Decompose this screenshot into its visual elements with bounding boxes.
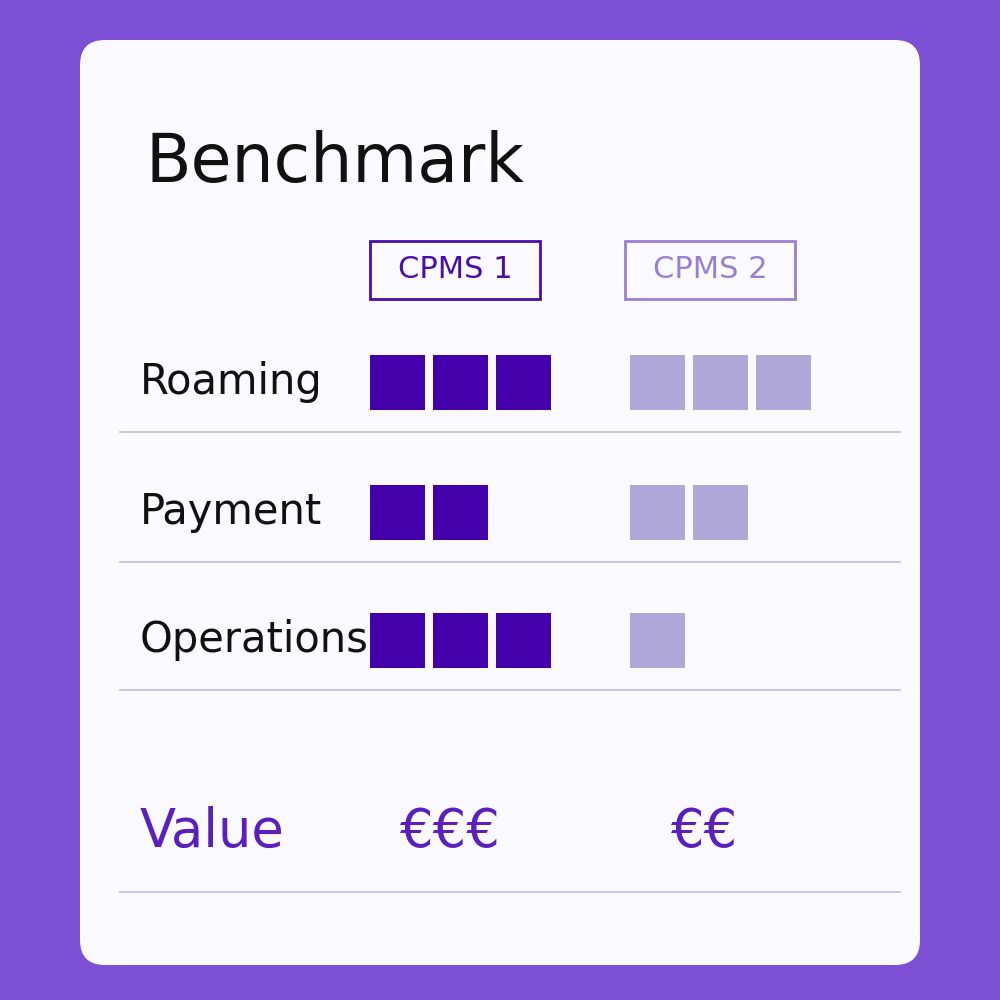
FancyBboxPatch shape (370, 355, 425, 410)
FancyBboxPatch shape (496, 612, 551, 668)
FancyBboxPatch shape (630, 485, 685, 540)
Text: Value: Value (140, 806, 285, 858)
Text: CPMS 2: CPMS 2 (653, 255, 767, 284)
FancyBboxPatch shape (630, 612, 685, 668)
Text: Payment: Payment (140, 491, 322, 533)
FancyBboxPatch shape (370, 485, 425, 540)
FancyBboxPatch shape (433, 612, 488, 668)
FancyBboxPatch shape (370, 612, 425, 668)
FancyBboxPatch shape (693, 485, 748, 540)
FancyBboxPatch shape (433, 355, 488, 410)
Text: €€€: €€€ (400, 806, 500, 858)
FancyBboxPatch shape (433, 485, 488, 540)
Text: €€: €€ (671, 806, 739, 858)
FancyBboxPatch shape (756, 355, 811, 410)
Text: Benchmark: Benchmark (145, 130, 524, 196)
Text: Roaming: Roaming (140, 361, 323, 403)
FancyBboxPatch shape (370, 241, 540, 299)
Text: Operations: Operations (140, 619, 369, 661)
Text: CPMS 1: CPMS 1 (398, 255, 512, 284)
FancyBboxPatch shape (630, 355, 685, 410)
FancyBboxPatch shape (496, 355, 551, 410)
FancyBboxPatch shape (625, 241, 795, 299)
FancyBboxPatch shape (693, 355, 748, 410)
FancyBboxPatch shape (80, 40, 920, 965)
